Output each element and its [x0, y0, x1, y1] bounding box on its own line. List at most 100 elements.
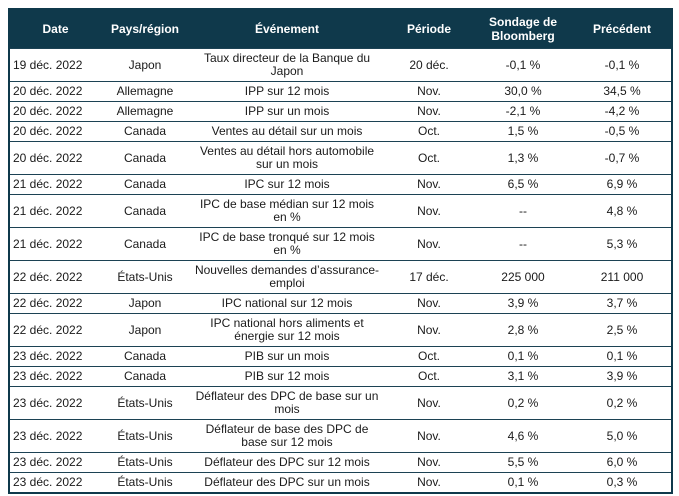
cell-date: 20 déc. 2022 — [9, 101, 101, 122]
table-row: 22 déc. 2022 États-Unis Nouvelles demandes… — [9, 260, 672, 294]
cell-region: États-Unis — [101, 452, 189, 473]
col-header-region: Pays/région — [101, 9, 189, 49]
col-header-previous: Précédent — [573, 9, 672, 49]
cell-survey: 30,0 % — [473, 81, 573, 102]
cell-period: Nov. — [385, 419, 473, 453]
cell-period: Nov. — [385, 386, 473, 420]
table-header: Date Pays/région Événement Période Sonda… — [9, 9, 672, 49]
cell-previous: -0,7 % — [573, 141, 672, 175]
cell-event: Taux directeur de la Banque du Japon — [189, 48, 385, 82]
cell-period: Oct. — [385, 141, 473, 175]
cell-region: Japon — [101, 293, 189, 314]
cell-period: Nov. — [385, 81, 473, 102]
cell-event: PIB sur un mois — [189, 346, 385, 367]
cell-date: 19 déc. 2022 — [9, 48, 101, 82]
cell-region: Canada — [101, 194, 189, 228]
cell-survey: 1,3 % — [473, 141, 573, 175]
cell-survey: 3,9 % — [473, 293, 573, 314]
cell-period: Nov. — [385, 174, 473, 195]
cell-region: Canada — [101, 121, 189, 142]
cell-survey: 3,1 % — [473, 366, 573, 387]
cell-region: Canada — [101, 346, 189, 367]
cell-date: 21 déc. 2022 — [9, 227, 101, 261]
cell-previous: 6,0 % — [573, 452, 672, 473]
cell-event: Ventes au détail sur un mois — [189, 121, 385, 142]
cell-event: IPC de base médian sur 12 mois en % — [189, 194, 385, 228]
cell-period: Nov. — [385, 472, 473, 493]
cell-previous: 5,0 % — [573, 419, 672, 453]
cell-period: Nov. — [385, 293, 473, 314]
cell-previous: 6,9 % — [573, 174, 672, 195]
cell-period: Nov. — [385, 313, 473, 347]
table-row: 21 déc. 2022 Canada IPC sur 12 mois Nov. 6,5… — [9, 174, 672, 195]
cell-survey: 6,5 % — [473, 174, 573, 195]
cell-event: Ventes au détail hors automobile sur un … — [189, 141, 385, 175]
cell-region: États-Unis — [101, 472, 189, 493]
table-row: 21 déc. 2022 Canada IPC de base médian sur… — [9, 194, 672, 228]
cell-period: Oct. — [385, 346, 473, 367]
table-row: 20 déc. 2022 Allemagne IPP sur 12 mois Nov.… — [9, 81, 672, 102]
cell-date: 23 déc. 2022 — [9, 472, 101, 493]
table-row: 20 déc. 2022 Canada Ventes au détail hors … — [9, 141, 672, 175]
table-row: 23 déc. 2022 États-Unis Déflateur de base … — [9, 419, 672, 453]
cell-period: Nov. — [385, 101, 473, 122]
cell-date: 22 déc. 2022 — [9, 293, 101, 314]
cell-region: Canada — [101, 366, 189, 387]
table-row: 23 déc. 2022 États-Unis Déflateur des DPC … — [9, 452, 672, 473]
cell-date: 20 déc. 2022 — [9, 81, 101, 102]
cell-date: 23 déc. 2022 — [9, 386, 101, 420]
cell-date: 20 déc. 2022 — [9, 141, 101, 175]
col-header-survey: Sondage de Bloomberg — [473, 9, 573, 49]
cell-date: 20 déc. 2022 — [9, 121, 101, 142]
cell-survey: 5,5 % — [473, 452, 573, 473]
cell-date: 21 déc. 2022 — [9, 194, 101, 228]
table-row: 22 déc. 2022 Japon IPC national sur 12 moi… — [9, 293, 672, 314]
cell-event: Déflateur de base des DPC de base sur 12… — [189, 419, 385, 453]
cell-period: Oct. — [385, 366, 473, 387]
cell-previous: 211 000 — [573, 260, 672, 294]
cell-survey: 4,6 % — [473, 419, 573, 453]
cell-previous: -0,5 % — [573, 121, 672, 142]
cell-region: Allemagne — [101, 101, 189, 122]
cell-survey: 2,8 % — [473, 313, 573, 347]
cell-previous: 0,1 % — [573, 346, 672, 367]
cell-event: Déflateur des DPC sur 12 mois — [189, 452, 385, 473]
col-header-event: Événement — [189, 9, 385, 49]
cell-survey: 0,2 % — [473, 386, 573, 420]
col-header-period: Période — [385, 9, 473, 49]
cell-event: PIB sur 12 mois — [189, 366, 385, 387]
cell-previous: 5,3 % — [573, 227, 672, 261]
cell-region: États-Unis — [101, 260, 189, 294]
cell-event: IPP sur 12 mois — [189, 81, 385, 102]
cell-survey: -2,1 % — [473, 101, 573, 122]
cell-period: Nov. — [385, 194, 473, 228]
cell-event: IPP sur un mois — [189, 101, 385, 122]
cell-period: Oct. — [385, 121, 473, 142]
cell-previous: 4,8 % — [573, 194, 672, 228]
cell-previous: -4,2 % — [573, 101, 672, 122]
cell-survey: 225 000 — [473, 260, 573, 294]
cell-region: Canada — [101, 174, 189, 195]
table-row: 23 déc. 2022 États-Unis Déflateur des DPC … — [9, 386, 672, 420]
cell-previous: 0,3 % — [573, 472, 672, 493]
table-row: 20 déc. 2022 Allemagne IPP sur un mois Nov.… — [9, 101, 672, 122]
cell-previous: 0,2 % — [573, 386, 672, 420]
cell-event: Déflateur des DPC sur un mois — [189, 472, 385, 493]
cell-region: Japon — [101, 48, 189, 82]
cell-event: IPC national sur 12 mois — [189, 293, 385, 314]
header-row: Date Pays/région Événement Période Sonda… — [9, 9, 672, 49]
table-row: 23 déc. 2022 États-Unis Déflateur des DPC … — [9, 472, 672, 493]
cell-previous: 2,5 % — [573, 313, 672, 347]
cell-event: IPC sur 12 mois — [189, 174, 385, 195]
cell-date: 23 déc. 2022 — [9, 452, 101, 473]
cell-region: Canada — [101, 141, 189, 175]
cell-period: 20 déc. — [385, 48, 473, 82]
cell-survey: -- — [473, 194, 573, 228]
table-row: 20 déc. 2022 Canada Ventes au détail sur u… — [9, 121, 672, 142]
table-body: 19 déc. 2022 Japon Taux directeur de la Ba… — [9, 48, 672, 493]
col-header-date: Date — [9, 9, 101, 49]
cell-region: Japon — [101, 313, 189, 347]
table-row: 23 déc. 2022 Canada PIB sur un mois Oct. 0,1… — [9, 346, 672, 367]
cell-previous: -0,1 % — [573, 48, 672, 82]
